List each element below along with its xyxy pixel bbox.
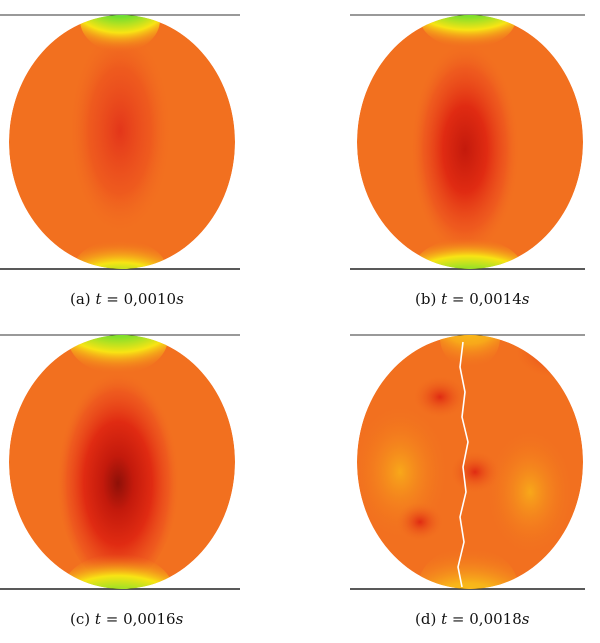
- disk-plot-a: [0, 14, 240, 270]
- damage-patch: [449, 450, 501, 494]
- top-contact-zone: [420, 15, 516, 48]
- caption-c: (c) t = 0,0016s: [70, 610, 184, 628]
- crack-line: [457, 341, 469, 588]
- damage-core: [56, 360, 180, 584]
- bottom-contact-zone: [63, 554, 173, 589]
- top-contact-zone: [68, 335, 168, 374]
- damage-patch: [412, 375, 468, 419]
- disk-plot-d: [350, 334, 585, 590]
- caption-b: (b) t = 0,0014s: [415, 290, 530, 308]
- damage-patch: [513, 335, 583, 380]
- panel-d: (d) t = 0,0018s: [300, 322, 600, 643]
- light-patch: [485, 427, 575, 557]
- damage-core: [68, 30, 172, 240]
- damage-patch: [396, 502, 444, 542]
- top-contact-zone: [440, 335, 500, 368]
- bottom-contact-zone: [74, 240, 166, 269]
- panel-c: (c) t = 0,0016s: [0, 322, 300, 643]
- top-contact-zone: [80, 15, 160, 52]
- disk-plot-b: [350, 14, 585, 270]
- disk-plot-c: [0, 334, 240, 590]
- bottom-contact-zone: [413, 238, 523, 269]
- caption-a: (a) t = 0,0010s: [70, 290, 184, 308]
- damage-core: [410, 37, 520, 253]
- bottom-contact-zone: [418, 547, 518, 589]
- panel-b: (b) t = 0,0014s: [300, 0, 600, 320]
- caption-d: (d) t = 0,0018s: [415, 610, 530, 628]
- panel-a: (a) t = 0,0010s: [0, 0, 300, 320]
